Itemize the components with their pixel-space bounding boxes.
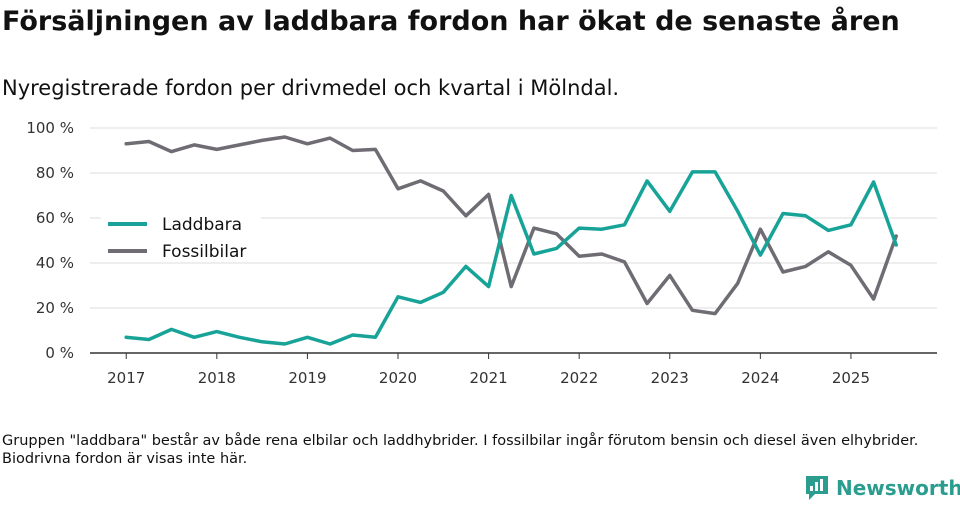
line-chart: 0 % 20 % 40 % 60 % 80 % 100 % 2017 2018 2019 202…: [26, 119, 937, 387]
footnote: Gruppen "laddbara" består av både rena e…: [2, 433, 919, 467]
x-axis: 2017 2018 2019 2020 2021 2022 2023 2024 2025: [107, 353, 870, 387]
x-tick-label: 2017: [107, 369, 145, 387]
x-tick-label: 2019: [288, 369, 326, 387]
legend-label-fossilbilar: Fossilbilar: [162, 242, 246, 262]
y-tick-label: 80 %: [36, 164, 74, 182]
y-tick-label: 60 %: [36, 209, 74, 227]
x-tick-label: 2023: [651, 369, 689, 387]
y-axis: 0 % 20 % 40 % 60 % 80 % 100 %: [26, 119, 74, 362]
series-line-laddbara: [124, 170, 898, 346]
x-tick-label: 2018: [198, 369, 236, 387]
x-tick-label: 2025: [832, 369, 870, 387]
x-tick-label: 2024: [741, 369, 779, 387]
newsworthy-logo-icon: [806, 476, 828, 500]
series-lines: [124, 135, 898, 346]
y-tick-label: 40 %: [36, 254, 74, 272]
chart-subtitle: Nyregistrerade fordon per drivmedel och …: [2, 76, 620, 100]
legend: Laddbara Fossilbilar: [101, 212, 261, 262]
legend-background: [101, 239, 261, 261]
x-tick-label: 2021: [469, 369, 507, 387]
x-tick-label: 2020: [379, 369, 417, 387]
y-tick-label: 20 %: [36, 299, 74, 317]
y-tick-label: 100 %: [26, 119, 74, 137]
y-tick-label: 0 %: [45, 344, 74, 362]
chart-title: Försäljningen av laddbara fordon har öka…: [2, 6, 900, 37]
legend-label-laddbara: Laddbara: [162, 215, 242, 235]
x-tick-label: 2022: [560, 369, 598, 387]
legend-background: [101, 212, 261, 234]
newsworthy-logo-text: Newsworthy: [836, 476, 960, 500]
newsworthy-logo[interactable]: Newsworthy: [804, 474, 960, 502]
